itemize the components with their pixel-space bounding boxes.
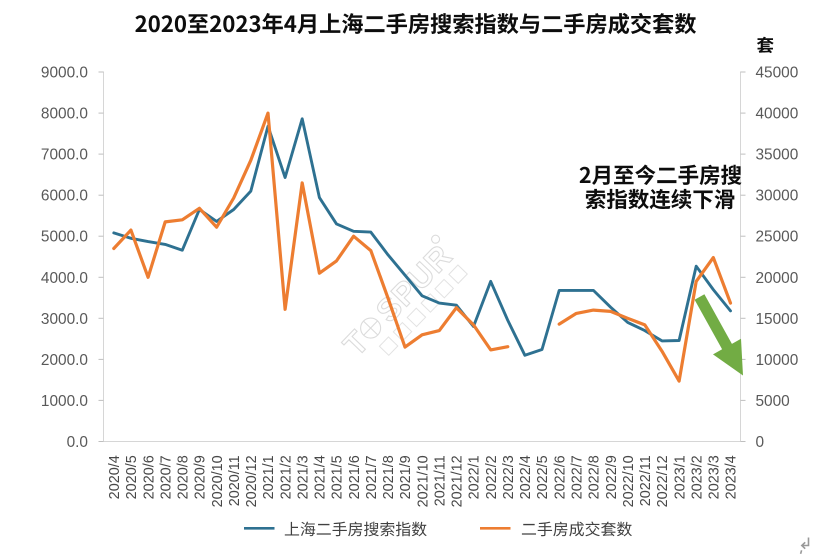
svg-text:40000: 40000 — [756, 106, 799, 123]
svg-text:15000: 15000 — [756, 311, 799, 328]
svg-text:2023/4: 2023/4 — [724, 455, 740, 499]
svg-text:2020/8: 2020/8 — [176, 455, 192, 499]
svg-text:0: 0 — [756, 434, 765, 451]
svg-text:3000.0: 3000.0 — [41, 311, 88, 328]
svg-text:2022/6: 2022/6 — [552, 455, 568, 499]
svg-text:20000: 20000 — [756, 270, 799, 287]
svg-text:2021/3: 2021/3 — [295, 455, 311, 499]
svg-text:2022/10: 2022/10 — [621, 455, 637, 507]
svg-text:0.0: 0.0 — [67, 434, 88, 451]
svg-text:2021/5: 2021/5 — [330, 455, 346, 499]
svg-text:2021/6: 2021/6 — [347, 455, 363, 499]
svg-text:2020/6: 2020/6 — [141, 455, 157, 499]
svg-text:2020/9: 2020/9 — [193, 455, 209, 499]
svg-text:2020/5: 2020/5 — [124, 455, 140, 499]
svg-text:2021/1: 2021/1 — [261, 455, 277, 499]
svg-text:45000: 45000 — [756, 65, 799, 82]
svg-text:2022/7: 2022/7 — [570, 455, 586, 499]
svg-text:2020/4: 2020/4 — [107, 455, 123, 499]
svg-text:2020/10: 2020/10 — [210, 455, 226, 507]
svg-text:2023/2: 2023/2 — [689, 455, 705, 499]
svg-text:2022/12: 2022/12 — [655, 455, 671, 507]
svg-text:2021/9: 2021/9 — [398, 455, 414, 499]
svg-text:2022/8: 2022/8 — [587, 455, 603, 499]
svg-text:35000: 35000 — [756, 147, 799, 164]
svg-text:2021/2: 2021/2 — [278, 455, 294, 499]
svg-text:2020/11: 2020/11 — [227, 455, 243, 506]
svg-text:5000.0: 5000.0 — [41, 229, 88, 246]
svg-text:2022/2: 2022/2 — [484, 455, 500, 499]
svg-text:2022/3: 2022/3 — [501, 455, 517, 499]
svg-text:2021/4: 2021/4 — [313, 455, 329, 499]
svg-text:8000.0: 8000.0 — [41, 106, 88, 123]
svg-text:2021/8: 2021/8 — [381, 455, 397, 499]
svg-text:2020/7: 2020/7 — [158, 455, 174, 499]
svg-text:9000.0: 9000.0 — [41, 65, 88, 82]
svg-text:2023/3: 2023/3 — [707, 455, 723, 499]
svg-text:2021/7: 2021/7 — [364, 455, 380, 499]
svg-text:1000.0: 1000.0 — [41, 393, 88, 410]
svg-text:25000: 25000 — [756, 229, 799, 246]
svg-text:6000.0: 6000.0 — [41, 188, 88, 205]
svg-text:2022/5: 2022/5 — [535, 455, 551, 499]
svg-text:2023/1: 2023/1 — [672, 455, 688, 499]
svg-text:4000.0: 4000.0 — [41, 270, 88, 287]
svg-text:2021/12: 2021/12 — [450, 455, 466, 507]
svg-text:5000: 5000 — [756, 393, 790, 410]
svg-text:2020/12: 2020/12 — [244, 455, 260, 507]
svg-text:2000.0: 2000.0 — [41, 352, 88, 369]
svg-text:2022/11: 2022/11 — [638, 455, 654, 506]
svg-text:10000: 10000 — [756, 352, 799, 369]
svg-text:2022/4: 2022/4 — [518, 455, 534, 499]
svg-text:2021/10: 2021/10 — [415, 455, 431, 507]
svg-text:2021/11: 2021/11 — [433, 455, 449, 506]
svg-text:30000: 30000 — [756, 188, 799, 205]
svg-text:7000.0: 7000.0 — [41, 147, 88, 164]
svg-text:2022/1: 2022/1 — [467, 455, 483, 499]
svg-text:2022/9: 2022/9 — [604, 455, 620, 499]
